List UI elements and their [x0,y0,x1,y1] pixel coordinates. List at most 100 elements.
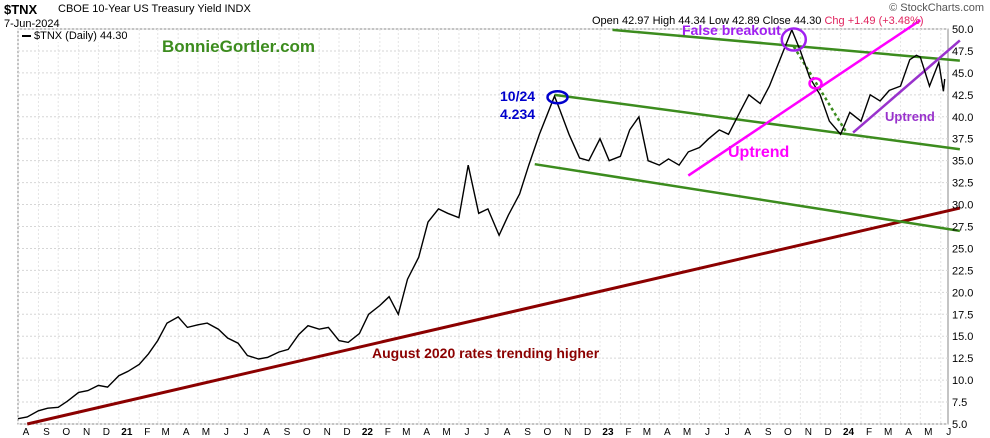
x-tick-label: N [324,427,331,438]
x-tick-label: D [103,427,110,438]
grid-lines [17,28,949,425]
annotation-markers [546,27,823,105]
x-tick-label: A [263,427,270,438]
x-tick-label: A [183,427,190,438]
false-breakout-circle [780,27,808,52]
x-tick-label: A [504,427,511,438]
y-tick-label: 10.0 [952,375,973,387]
x-tick-label: M [402,427,410,438]
x-tick-label: F [144,427,150,438]
y-tick-label: 5.0 [952,419,967,431]
x-tick-label: O [784,427,792,438]
breakdown-dotted-line [792,45,848,134]
x-tick-label: 21 [121,427,133,438]
uptrend-recent-label: Uptrend [885,109,935,124]
y-tick-label: 20.0 [952,287,973,299]
long-trend-label: August 2020 rates trending higher [372,345,600,361]
y-tick-label: 40.0 [952,112,973,124]
site-label: BonnieGortler.com [162,37,316,56]
x-tick-label: F [625,427,631,438]
peak-circle-marker [546,89,569,105]
x-tick-label: J [946,427,951,438]
open-value: Open 42.97 [592,15,650,27]
peak-value-label: 4.234 [500,106,536,122]
x-tick-label: D [825,427,832,438]
x-tick-label: J [244,427,249,438]
y-tick-label: 32.5 [952,178,973,190]
x-tick-label: A [664,427,671,438]
x-tick-label: A [423,427,430,438]
series-legend: $TNX (Daily) 44.30 [20,30,130,42]
close-value: Close 44.30 [762,15,822,27]
x-tick-label: N [564,427,571,438]
y-tick-label: 15.0 [952,331,973,343]
legend-label: $TNX (Daily) 44.30 [34,30,128,42]
x-tick-label: M [924,427,932,438]
x-tick-label: M [683,427,691,438]
x-tick-label: J [224,427,229,438]
low-value: Low 42.89 [708,15,760,27]
x-tick-label: A [23,427,30,438]
false-breakout-label: False breakout [682,22,781,38]
channel-middle-line [554,93,961,151]
x-tick-label: 23 [602,427,614,438]
change-value: Chg +1.49 (+3.48%) [824,15,924,27]
y-tick-label: 27.5 [952,222,973,234]
y-tick-label: 42.5 [952,90,973,102]
x-tick-label: M [884,427,892,438]
uptrend-main-label: Uptrend [728,144,790,161]
x-tick-label: J [725,427,730,438]
chart-date: 7-Jun-2024 [4,18,60,30]
x-axis: A S O N D 21 F M A M J J A S O N D 22 F M A M J J A S O N D 23 F M A M J J A… [23,427,952,438]
y-tick-label: 17.5 [952,309,973,321]
y-tick-label: 12.5 [952,353,973,365]
x-tick-label: O [62,427,70,438]
x-tick-label: S [43,427,50,438]
x-tick-label: J [464,427,469,438]
x-tick-label: A [905,427,912,438]
x-tick-label: M [442,427,450,438]
x-tick-label: D [584,427,591,438]
x-tick-label: F [866,427,872,438]
x-tick-label: D [343,427,350,438]
x-tick-label: F [385,427,391,438]
ticker-symbol: $TNX [4,2,38,17]
legend-swatch [22,35,31,38]
y-tick-label: 7.5 [952,397,967,409]
x-tick-label: M [643,427,651,438]
x-tick-label: J [705,427,710,438]
x-tick-label: S [284,427,291,438]
y-tick-label: 37.5 [952,134,973,146]
x-tick-label: O [543,427,551,438]
y-tick-label: 25.0 [952,243,973,255]
x-tick-label: A [744,427,751,438]
high-value: High 44.34 [652,15,706,27]
y-tick-label: 30.0 [952,200,973,212]
peak-date-label: 10/24 [500,88,536,104]
x-tick-label: M [162,427,170,438]
x-tick-label: N [805,427,812,438]
x-tick-label: 24 [843,427,855,438]
channel-lower-line [534,162,961,233]
y-tick-label: 47.5 [952,46,973,58]
uptrend-main-line [687,19,922,177]
x-tick-label: 22 [362,427,374,438]
uptrend-recent-line [852,39,961,134]
y-axis: 5.0 7.5 10.0 12.5 15.0 17.5 20.0 22.5 25.0 27.5 30… [952,24,973,431]
stockcharts-watermark: © StockCharts.com [889,2,984,14]
y-tick-label: 45.0 [952,68,973,80]
x-tick-label: O [303,427,311,438]
x-tick-label: S [765,427,772,438]
breakdown-circle-marker [808,77,823,90]
ticker-description: CBOE 10-Year US Treasury Yield INDX [58,3,251,15]
x-tick-label: S [524,427,531,438]
ohlc-readout: Open 42.97 High 44.34 Low 42.89 Close 44… [592,15,924,27]
x-tick-label: M [202,427,210,438]
x-tick-label: N [83,427,90,438]
y-tick-label: 35.0 [952,156,973,168]
x-tick-label: J [484,427,489,438]
y-tick-label: 50.0 [952,24,973,36]
long-trend-line [26,206,961,426]
y-tick-label: 22.5 [952,265,973,277]
